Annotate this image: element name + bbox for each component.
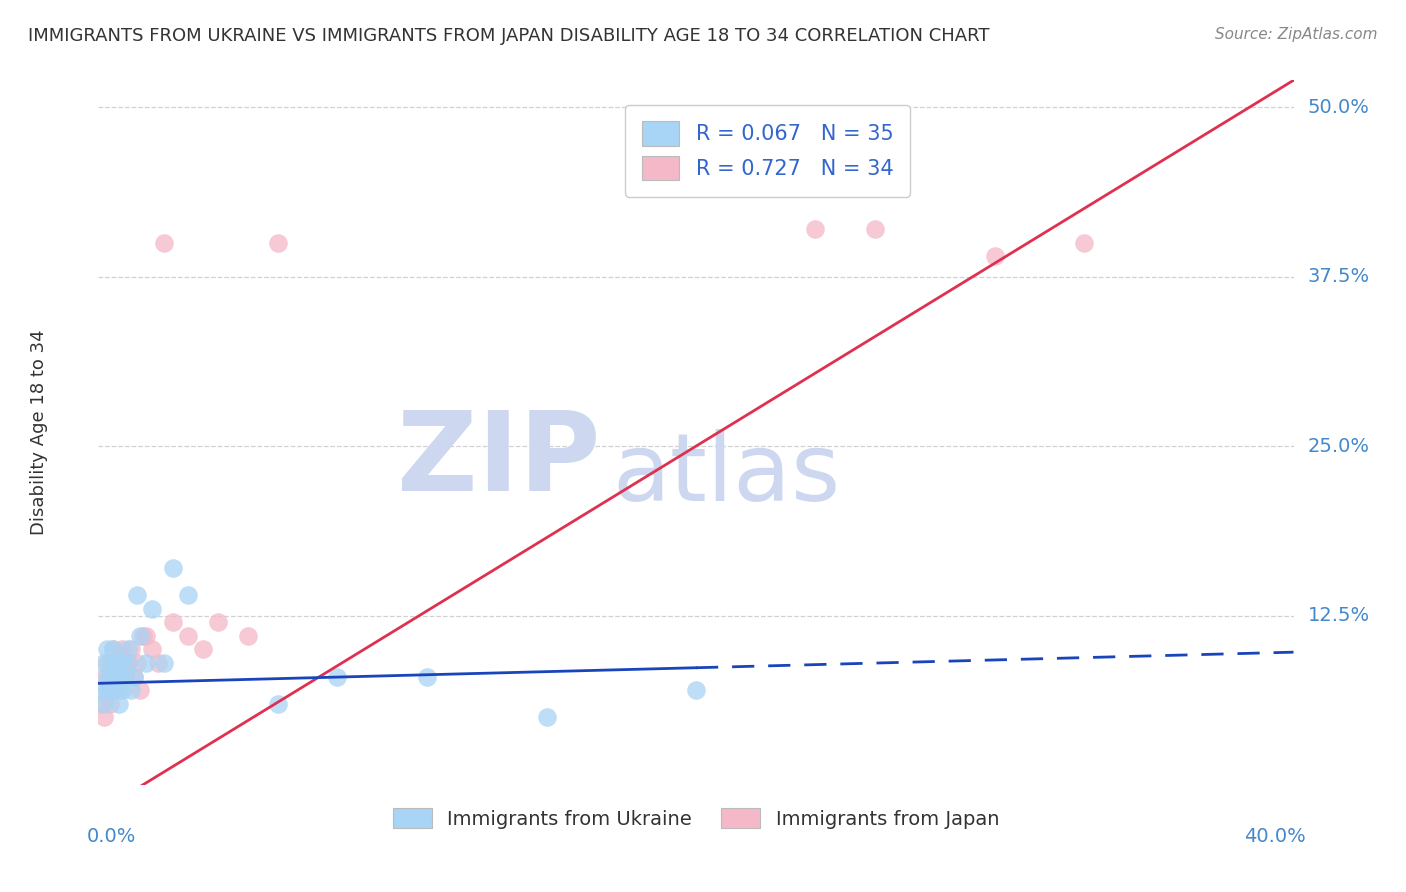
- Point: [135, 656, 157, 670]
- Point: [177, 629, 200, 643]
- Point: [96, 642, 118, 657]
- Point: [141, 642, 163, 657]
- Text: Disability Age 18 to 34: Disability Age 18 to 34: [30, 330, 48, 535]
- Point: [162, 615, 184, 630]
- Point: [148, 656, 170, 670]
- Point: [117, 656, 139, 670]
- Point: [111, 642, 134, 657]
- Text: IMMIGRANTS FROM UKRAINE VS IMMIGRANTS FROM JAPAN DISABILITY AGE 18 TO 34 CORRELA: IMMIGRANTS FROM UKRAINE VS IMMIGRANTS FR…: [28, 27, 990, 45]
- Point: [114, 669, 136, 683]
- Point: [124, 669, 146, 683]
- Point: [111, 683, 134, 698]
- Point: [153, 656, 176, 670]
- Text: 0.0%: 0.0%: [87, 827, 136, 847]
- Text: 25.0%: 25.0%: [1308, 437, 1369, 456]
- Point: [96, 669, 118, 683]
- Point: [93, 656, 115, 670]
- Point: [96, 656, 118, 670]
- Point: [98, 697, 122, 711]
- Point: [129, 683, 152, 698]
- Point: [96, 683, 118, 698]
- Point: [90, 697, 112, 711]
- Point: [90, 683, 112, 698]
- Point: [108, 697, 131, 711]
- Point: [132, 629, 155, 643]
- Point: [93, 669, 115, 683]
- Point: [105, 669, 128, 683]
- Point: [804, 222, 827, 236]
- Point: [685, 683, 707, 698]
- Point: [103, 642, 125, 657]
- Point: [98, 683, 122, 698]
- Point: [93, 697, 115, 711]
- Point: [103, 669, 125, 683]
- Point: [117, 642, 139, 657]
- Point: [326, 669, 349, 683]
- Point: [141, 601, 163, 615]
- Point: [127, 588, 149, 602]
- Point: [103, 683, 125, 698]
- Point: [127, 656, 149, 670]
- Point: [267, 235, 290, 250]
- Point: [98, 656, 122, 670]
- Point: [153, 235, 176, 250]
- Text: 12.5%: 12.5%: [1308, 606, 1369, 625]
- Point: [162, 561, 184, 575]
- Point: [98, 669, 122, 683]
- Point: [191, 642, 214, 657]
- Point: [129, 629, 152, 643]
- Point: [536, 710, 558, 724]
- Point: [865, 222, 887, 236]
- Text: ZIP: ZIP: [396, 408, 600, 515]
- Text: atlas: atlas: [613, 429, 841, 521]
- Point: [267, 697, 290, 711]
- Point: [416, 669, 439, 683]
- Point: [103, 683, 125, 698]
- Text: 50.0%: 50.0%: [1308, 98, 1369, 117]
- Point: [108, 683, 131, 698]
- Point: [96, 683, 118, 698]
- Point: [236, 629, 259, 643]
- Point: [98, 669, 122, 683]
- Point: [207, 615, 229, 630]
- Point: [124, 669, 146, 683]
- Legend: Immigrants from Ukraine, Immigrants from Japan: Immigrants from Ukraine, Immigrants from…: [382, 798, 1010, 838]
- Text: 37.5%: 37.5%: [1308, 268, 1369, 286]
- Point: [105, 683, 128, 698]
- Text: 40.0%: 40.0%: [1244, 827, 1306, 847]
- Point: [177, 588, 200, 602]
- Point: [117, 656, 139, 670]
- Point: [93, 710, 115, 724]
- Text: Source: ZipAtlas.com: Source: ZipAtlas.com: [1215, 27, 1378, 42]
- Point: [108, 669, 131, 683]
- Point: [120, 642, 142, 657]
- Point: [111, 656, 134, 670]
- Point: [114, 669, 136, 683]
- Point: [105, 656, 128, 670]
- Point: [105, 656, 128, 670]
- Point: [103, 642, 125, 657]
- Point: [984, 250, 1007, 264]
- Point: [120, 683, 142, 698]
- Point: [1073, 235, 1095, 250]
- Point: [135, 629, 157, 643]
